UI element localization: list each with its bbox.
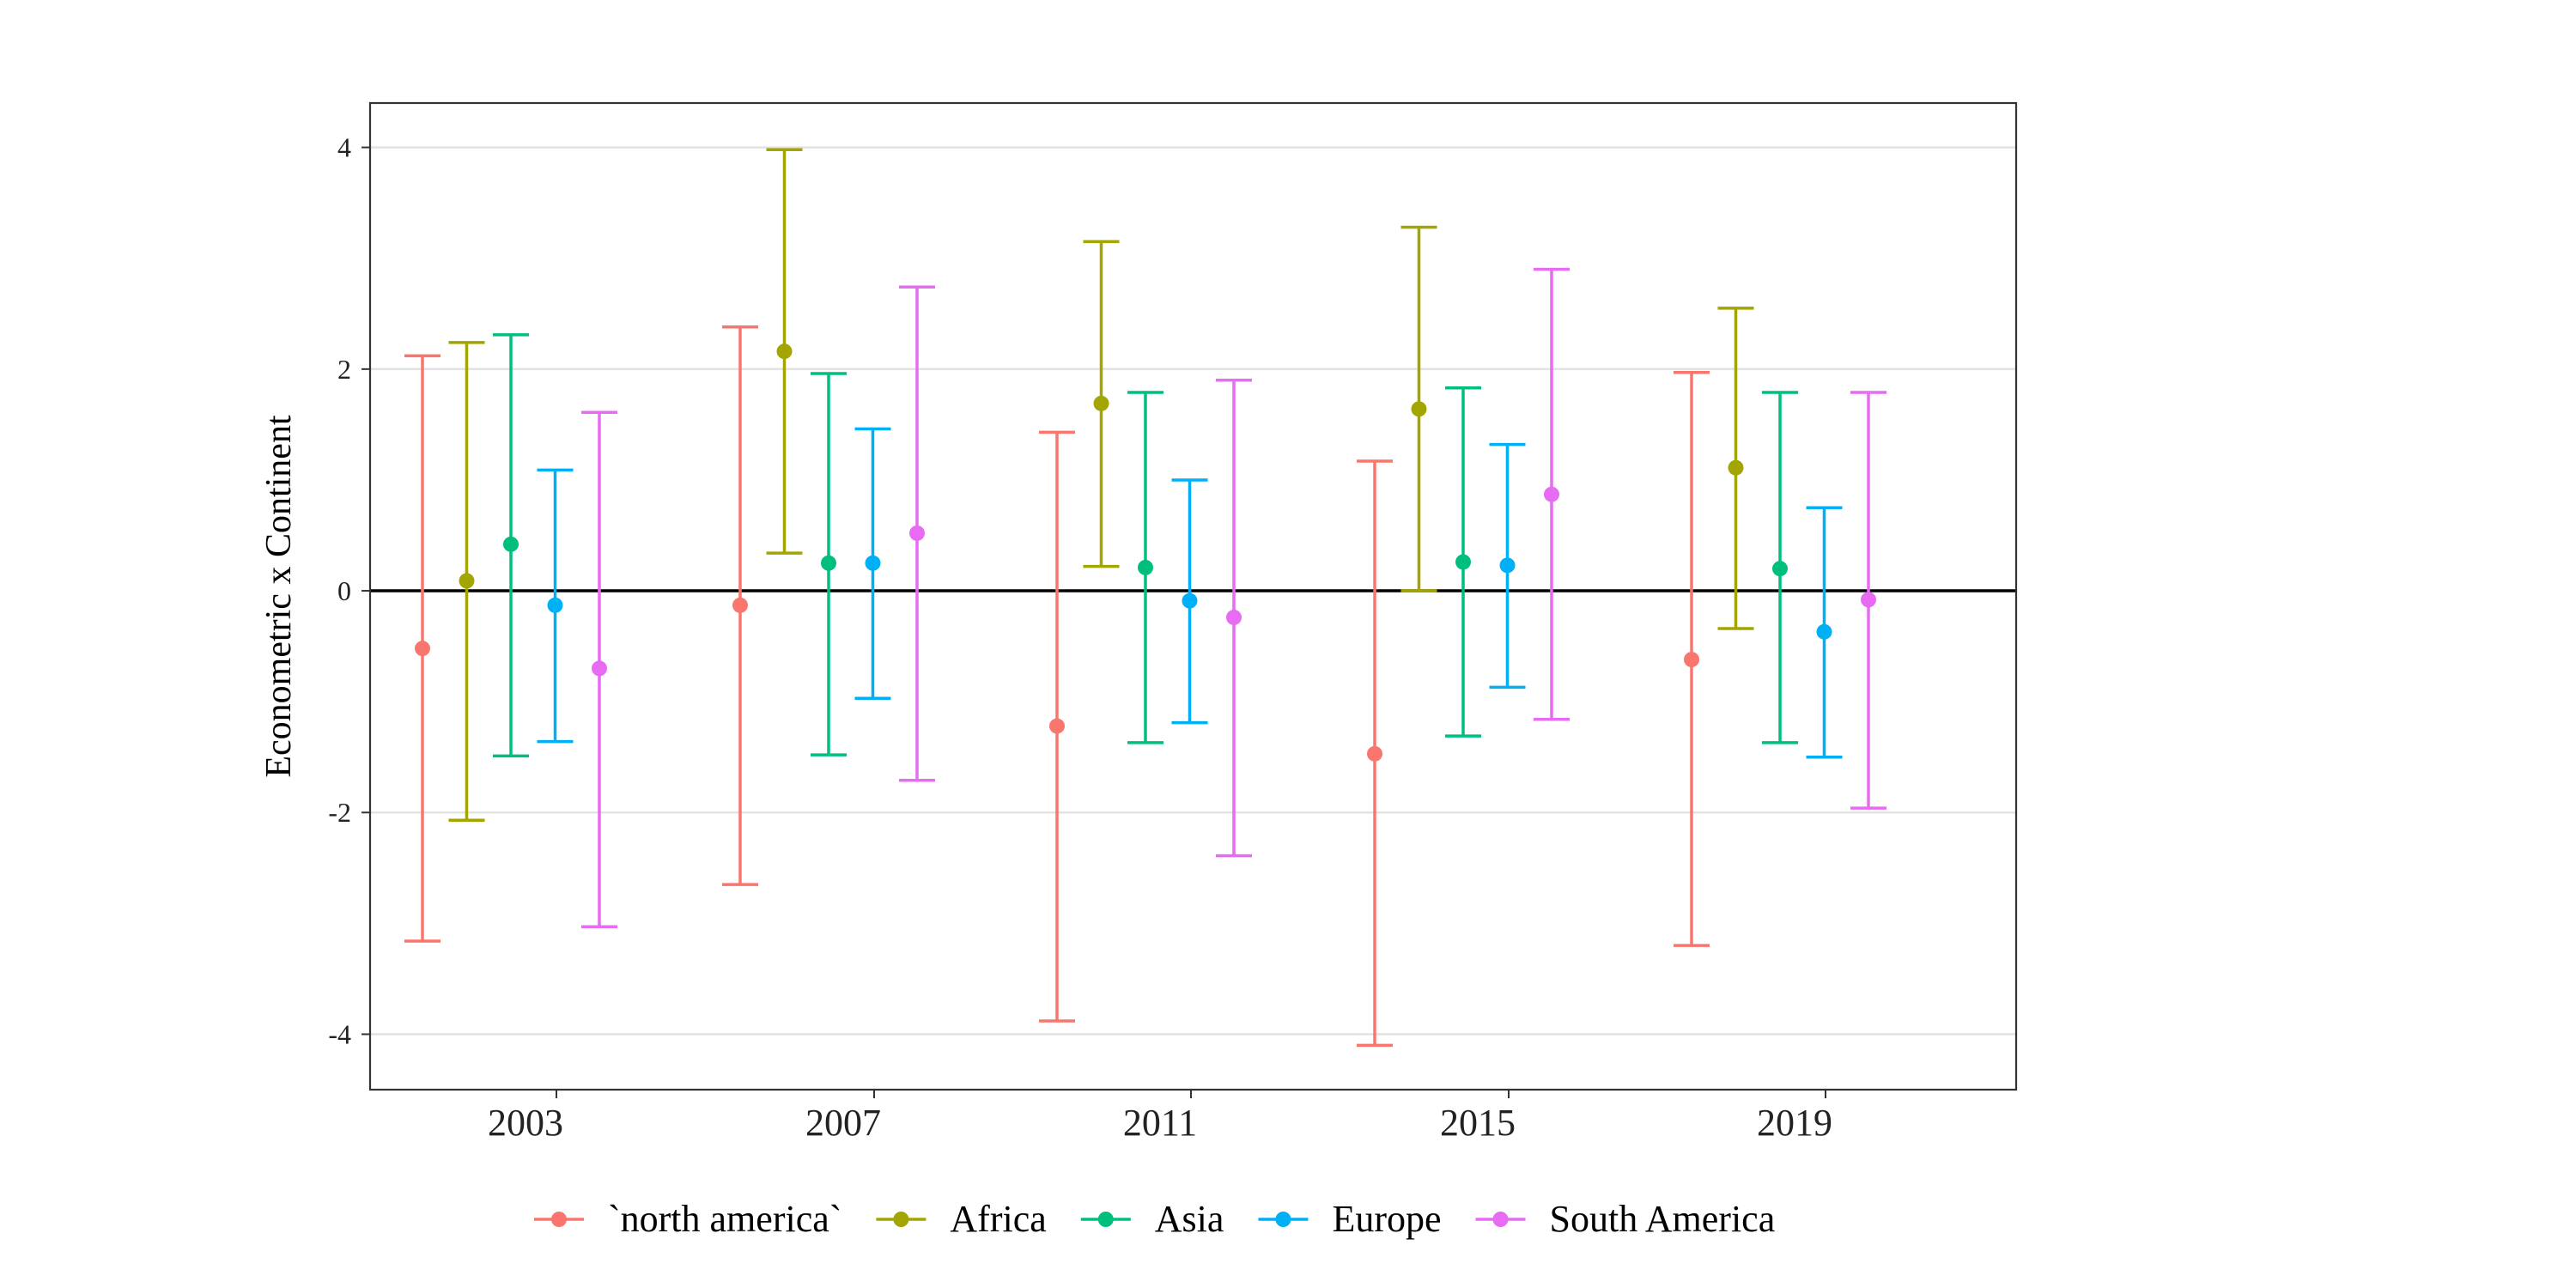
x-tick-label: 2003 (488, 1102, 563, 1144)
estimate-point (1499, 557, 1516, 574)
estimate-point (459, 573, 475, 589)
estimate-point (503, 536, 519, 552)
y-axis: -4 -2 0 2 4 (328, 132, 370, 1049)
y-tick-label: -4 (328, 1018, 351, 1049)
legend-key-point (1492, 1212, 1509, 1227)
estimate-point (1138, 559, 1153, 575)
x-tick-label: 2007 (805, 1102, 881, 1144)
estimate-point (1772, 561, 1788, 577)
y-tick-label: -2 (328, 797, 351, 828)
estimate-point (1367, 745, 1382, 762)
estimate-point (547, 597, 563, 613)
legend-label: Asia (1155, 1198, 1224, 1240)
x-axis: 2003 2007 2011 2015 2019 (488, 1090, 1832, 1144)
estimate-point (732, 597, 748, 613)
legend-label: Europe (1332, 1198, 1441, 1240)
y-axis-title: Econometric x Continent (259, 415, 299, 778)
estimate-point (865, 555, 881, 571)
estimate-point (1411, 401, 1427, 417)
legend-key-point (1275, 1212, 1291, 1227)
estimate-point (821, 555, 836, 571)
y-tick-label: 2 (337, 354, 351, 385)
estimate-point (1728, 459, 1744, 476)
estimate-point (1816, 623, 1832, 640)
legend-label: `north america` (608, 1198, 841, 1240)
y-tick-label: 0 (337, 575, 351, 606)
legend-key-point (1097, 1212, 1114, 1227)
x-tick-label: 2019 (1757, 1102, 1832, 1144)
legend: `north america` Africa Asia Europe South Ame… (534, 1198, 1775, 1240)
legend-item: `north america` (534, 1198, 841, 1240)
legend-key-point (893, 1212, 909, 1227)
estimate-point (1182, 592, 1198, 609)
estimate-points (415, 343, 1876, 762)
estimate-point (415, 641, 430, 657)
legend-label: South America (1550, 1198, 1776, 1240)
estimate-point (1861, 592, 1876, 608)
estimate-point (592, 660, 607, 677)
legend-key-point (551, 1212, 567, 1227)
estimate-point (1544, 486, 1559, 502)
panel-border (368, 101, 2018, 1091)
y-tick-label: 4 (337, 132, 351, 163)
legend-label: Africa (950, 1198, 1046, 1240)
estimate-point (1455, 554, 1471, 570)
x-tick-label: 2011 (1123, 1102, 1197, 1144)
estimate-point (1684, 652, 1699, 668)
legend-item: South America (1475, 1198, 1776, 1240)
legend-item: Asia (1080, 1198, 1224, 1240)
legend-item: Africa (876, 1198, 1047, 1240)
estimate-point (909, 525, 925, 541)
estimate-point (1049, 718, 1065, 734)
estimate-point (776, 343, 793, 360)
x-tick-label: 2015 (1440, 1102, 1516, 1144)
estimate-point (1093, 395, 1109, 411)
legend-item: Europe (1258, 1198, 1442, 1240)
estimate-point (1226, 610, 1242, 626)
